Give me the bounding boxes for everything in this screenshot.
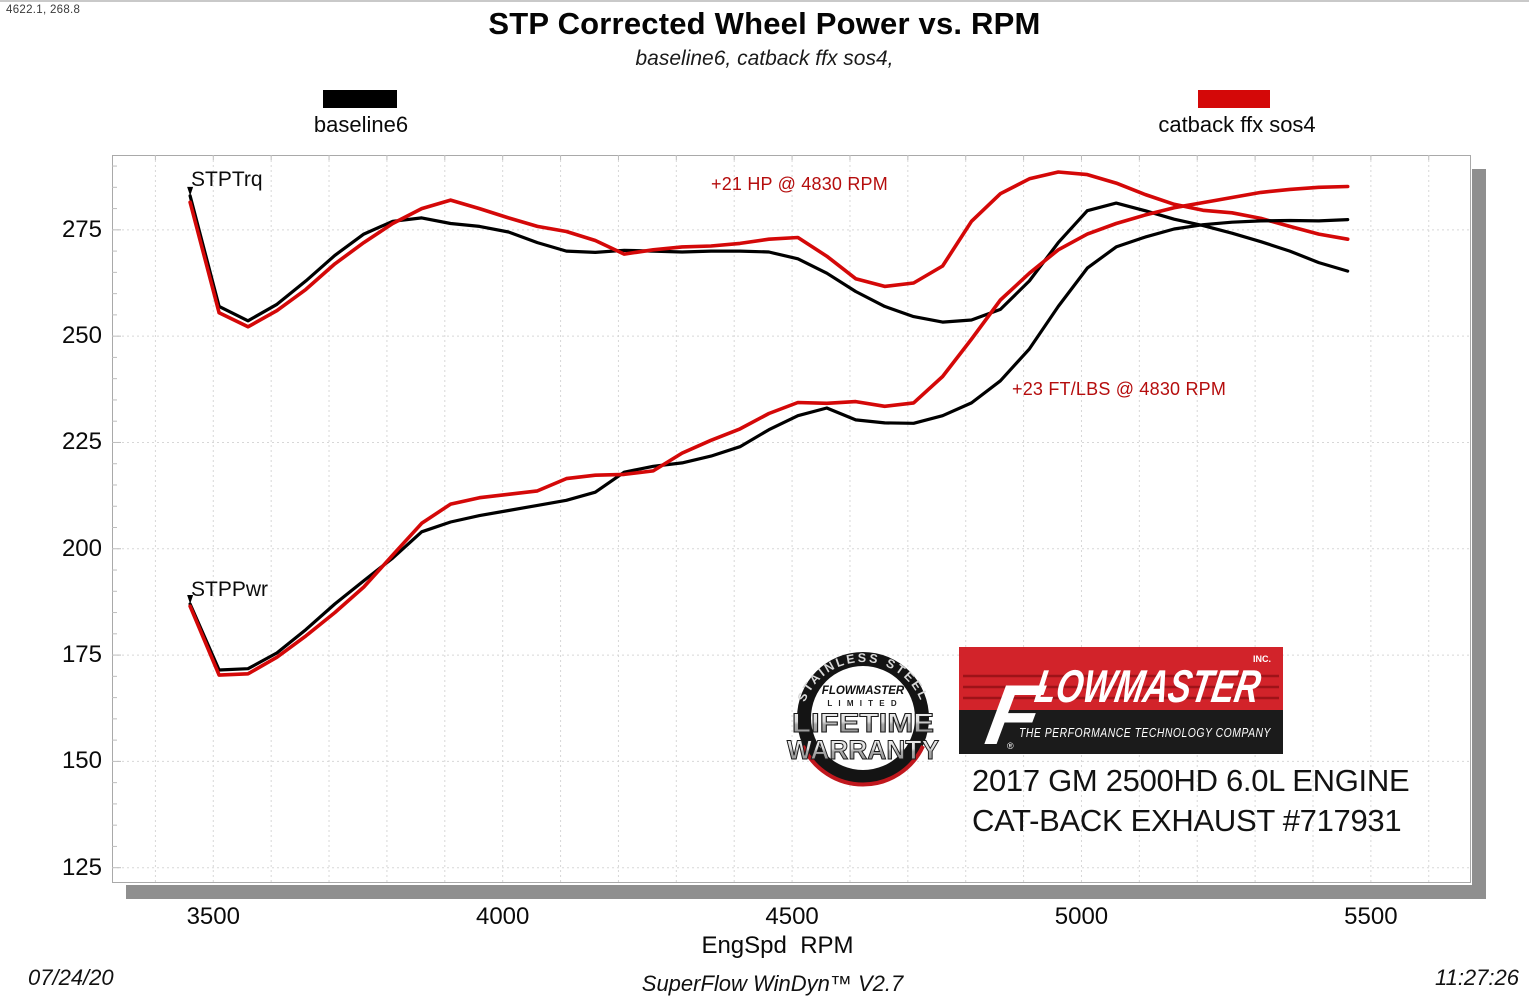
- curve-label-torque: STPTrq: [191, 168, 263, 191]
- y-tick-label: 200: [61, 534, 102, 562]
- y-tick-label: 225: [61, 428, 102, 456]
- y-tick-label: 250: [61, 322, 102, 350]
- badge-warranty-text: WARRANTY: [787, 735, 939, 765]
- logo-stripes: [963, 674, 1279, 700]
- legend-swatch-baseline6: [323, 90, 397, 108]
- x-tick-label: 4000: [475, 903, 530, 930]
- annotation-hp-gain: +21 HP @ 4830 RPM: [711, 174, 888, 194]
- logo-rest-text: LOWMASTER: [1032, 660, 1265, 712]
- badge-limited-text: L I M I T E D: [827, 699, 898, 708]
- flowmaster-logo: F LOWMASTER INC. ® THE PERFORMANCE TECHN…: [959, 647, 1283, 754]
- series-2-baseline6-stppwr: [188, 218, 1350, 672]
- x-tick-label: 3500: [186, 903, 240, 930]
- cursor-coordinate-readout: 4622.1, 268.8: [6, 4, 81, 16]
- logo-registered-mark: ®: [1007, 741, 1014, 751]
- top-rule: [0, 0, 1529, 2]
- plot-drop-shadow-right: [1472, 169, 1486, 899]
- chart-subtitle: baseline6, catback ffx sos4,: [635, 47, 894, 70]
- footer-date: 07/24/20: [28, 965, 114, 990]
- vehicle-info-line: 2017 GM 2500HD 6.0L ENGINE: [972, 763, 1410, 798]
- plot-drop-shadow-bottom: [126, 885, 1486, 899]
- legend-swatch-catback: [1198, 90, 1270, 108]
- logo-wordmark: F LOWMASTER: [980, 660, 1265, 754]
- legend-label-catback: catback ffx sos4: [1158, 112, 1316, 137]
- badge-brand-text: FLOWMASTER: [822, 685, 905, 697]
- curve-start-marker: [187, 595, 194, 605]
- badge-lifetime-text: LIFETIME: [792, 708, 934, 738]
- chart-title: STP Corrected Wheel Power vs. RPM: [488, 6, 1041, 41]
- lifetime-warranty-badge: STAINLESS STEEL FLOWMASTER L I M I T E D…: [787, 651, 940, 787]
- x-tick-label: 5000: [1054, 903, 1109, 930]
- y-tick-label: 150: [61, 747, 102, 775]
- badge-red-arc: [801, 745, 925, 787]
- badge-inner-disc: [811, 666, 915, 770]
- x-tick-label: 4500: [765, 903, 819, 930]
- x-axis-title: EngSpd RPM: [701, 932, 854, 959]
- footer-software-name: SuperFlow WinDyn™ V2.7: [641, 971, 904, 996]
- footer-time: 11:27:26: [1434, 965, 1519, 990]
- annotation-torque-gain: +23 FT/LBS @ 4830 RPM: [1012, 379, 1227, 399]
- axis-minor-ticks: [112, 155, 1430, 869]
- plot-area-border: [112, 155, 1471, 883]
- product-info-line: CAT-BACK EXHAUST #717931: [972, 803, 1402, 838]
- y-tick-label: 125: [61, 853, 102, 881]
- curve-label-power: STPPwr: [191, 578, 269, 601]
- y-tick-label: 175: [61, 641, 102, 669]
- logo-black-band: [959, 710, 1283, 754]
- series-0-baseline6-stptrq: [188, 194, 1350, 324]
- logo-red-band: [959, 647, 1283, 710]
- y-tick-label: 275: [61, 215, 102, 243]
- x-tick-label: 5500: [1344, 903, 1398, 930]
- legend-label-baseline6: baseline6: [313, 112, 409, 137]
- logo-inc-text: INC.: [1253, 654, 1271, 664]
- series-3-catback-ffx-sos4-stppwr: [188, 184, 1350, 677]
- logo-tagline: THE PERFORMANCE TECHNOLOGY COMPANY: [1019, 726, 1272, 740]
- curve-start-marker: [187, 186, 194, 196]
- series-1-catback-ffx-sos4-stptrq: [188, 170, 1350, 329]
